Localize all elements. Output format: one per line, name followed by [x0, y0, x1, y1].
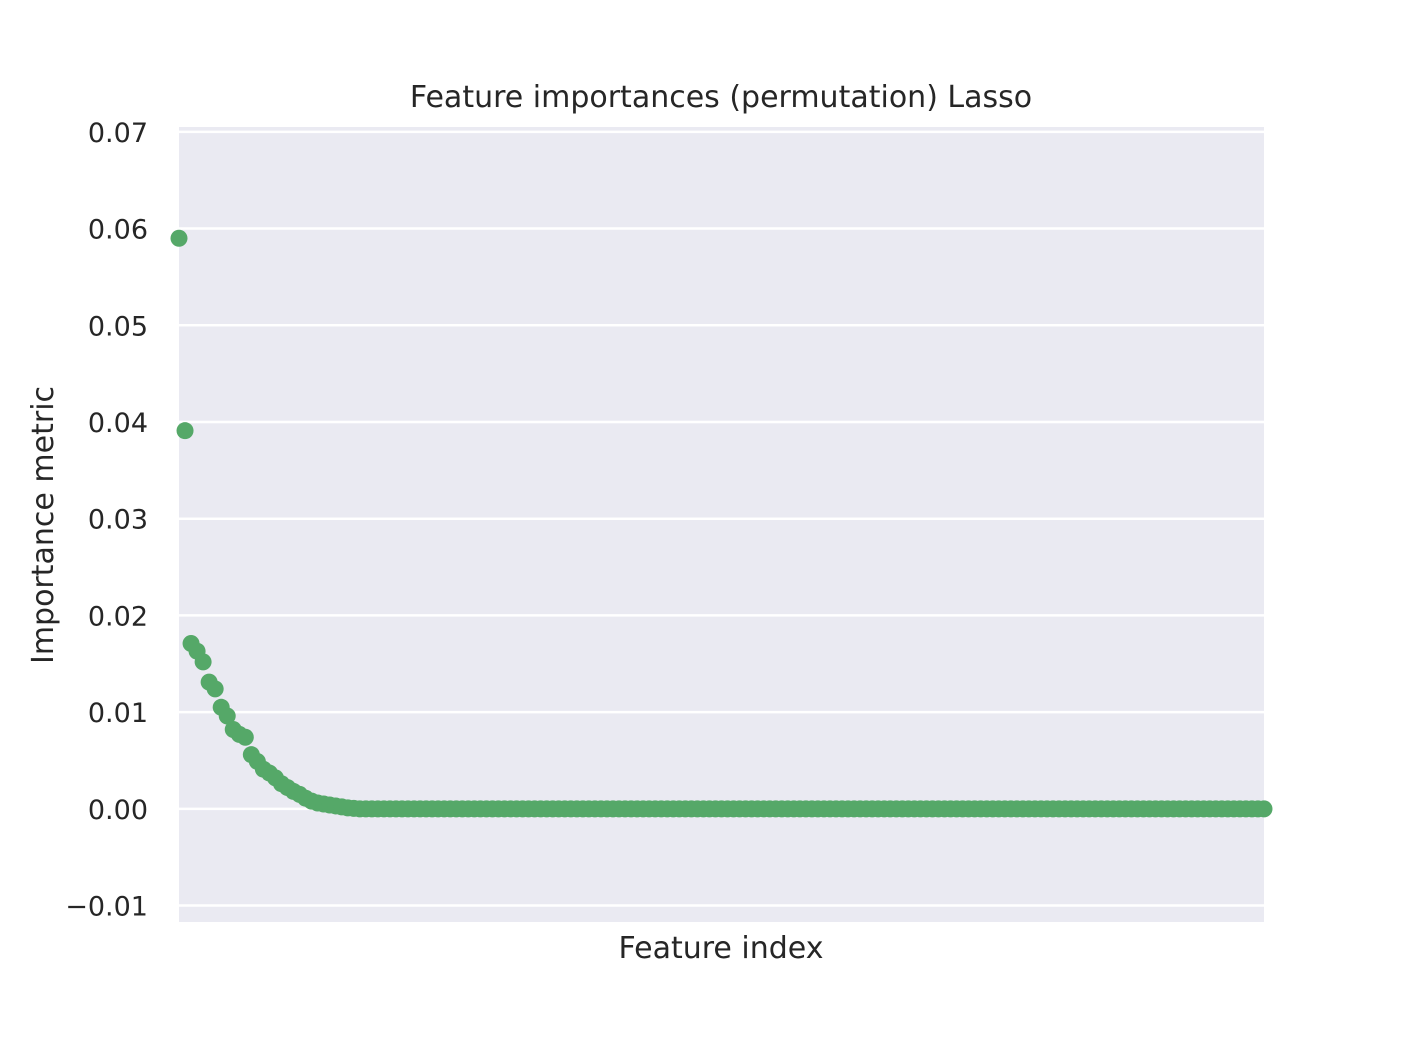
y-tick-labels: −0.01 0.00 0.01 0.02 0.03 0.04 0.05 0.06 0.07 — [65, 118, 148, 923]
y-tick-label: 0.07 — [88, 118, 148, 149]
data-point — [194, 653, 212, 671]
data-point — [176, 422, 194, 440]
y-tick-label: 0.03 — [88, 505, 148, 536]
data-point — [1255, 800, 1273, 818]
y-tick-label: 0.06 — [88, 215, 148, 246]
y-tick-label: −0.01 — [65, 892, 148, 923]
data-point — [236, 728, 254, 746]
data-point — [170, 229, 188, 247]
x-axis-label: Feature index — [619, 931, 824, 966]
y-tick-label: 0.05 — [88, 311, 148, 342]
chart-title: Feature importances (permutation) Lasso — [410, 80, 1032, 115]
data-points — [170, 229, 1273, 818]
y-tick-label: 0.04 — [88, 408, 148, 439]
data-point — [218, 707, 236, 725]
y-axis-label: Importance metric — [26, 386, 61, 664]
y-tick-label: 0.02 — [88, 601, 148, 632]
data-point — [206, 680, 224, 698]
y-tick-label: 0.00 — [88, 795, 148, 826]
plot-background — [179, 127, 1264, 922]
y-tick-label: 0.01 — [88, 698, 148, 729]
